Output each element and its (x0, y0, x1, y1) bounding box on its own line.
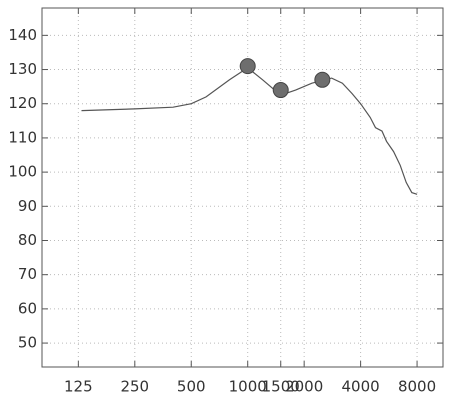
plot-frame (41, 7, 444, 368)
x-tick-label: 500 (177, 378, 206, 396)
y-tick-label: 70 (18, 265, 37, 283)
x-tick-label: 4000 (342, 378, 380, 396)
y-tick-label: 110 (8, 128, 37, 146)
x-tick-label: 125 (64, 378, 93, 396)
y-tick-label: 120 (8, 94, 37, 112)
y-tick-label: 60 (18, 299, 37, 317)
y-tick-label: 100 (8, 163, 37, 181)
line-series (81, 67, 418, 195)
y-tick-label: 50 (18, 334, 37, 352)
x-tick-label: 1500 (262, 378, 300, 396)
marker (239, 58, 256, 75)
y-tick-label: 80 (18, 231, 37, 249)
x-tick-label: 1000 (229, 378, 267, 396)
x-tick-label: 8000 (398, 378, 436, 396)
y-tick-label: 130 (8, 60, 37, 78)
y-tick-label: 140 (8, 26, 37, 44)
x-tick-label: 2000 (285, 378, 323, 396)
x-tick-label: 250 (120, 378, 149, 396)
marker (314, 71, 331, 88)
y-tick-label: 90 (18, 197, 37, 215)
marker (272, 82, 289, 99)
